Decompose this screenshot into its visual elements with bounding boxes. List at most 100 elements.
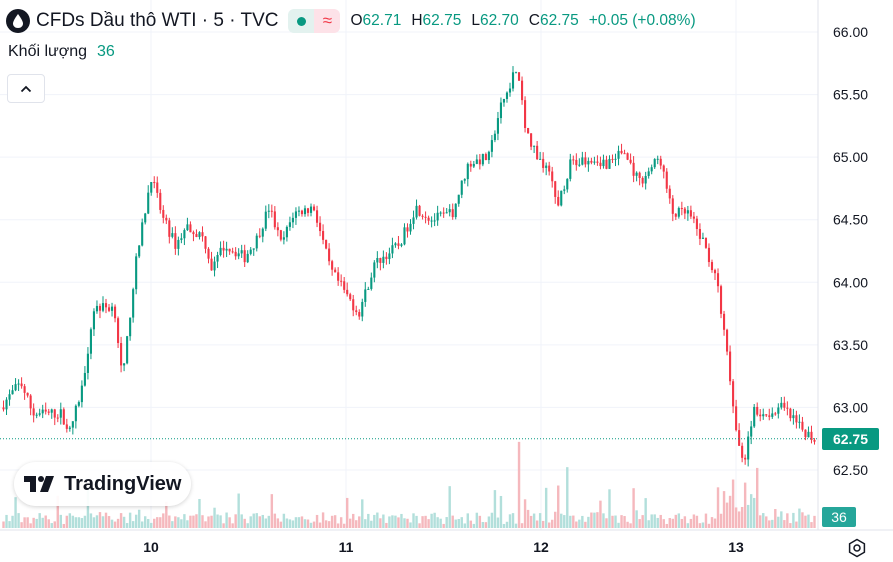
volume-bar [26, 517, 29, 528]
candle-body [668, 188, 671, 199]
volume-bar [737, 511, 741, 528]
volume-bar [168, 515, 171, 528]
candle-body [41, 409, 44, 414]
volume-bar [364, 519, 367, 528]
price-tick-label: 64.50 [833, 212, 868, 228]
candle-body [493, 133, 496, 141]
time-tick-label: 13 [728, 539, 744, 555]
volume-bar [644, 498, 647, 528]
candle-body [83, 372, 86, 386]
volume-bar [550, 519, 554, 528]
candle-body [647, 171, 650, 176]
volume-bar [89, 513, 93, 528]
volume-bar [294, 517, 298, 528]
volume-bar [566, 467, 569, 528]
candle-body [801, 421, 804, 430]
volume-bar [768, 520, 771, 528]
candle-body [255, 235, 258, 249]
volume-bar [65, 515, 69, 528]
candle-body [536, 145, 539, 160]
volume-bar [505, 521, 509, 528]
candle-body [50, 409, 53, 413]
volume-bar [514, 523, 518, 528]
candle-body [524, 100, 527, 129]
volume-bar [29, 523, 32, 528]
price-scale[interactable]: 66.00 65.50 65.00 64.50 64.00 63.50 63.00 62.50 [833, 24, 868, 478]
gear-icon[interactable] [846, 537, 868, 559]
volume-bar [581, 515, 584, 528]
volume-bar [710, 517, 714, 528]
market-status-badge[interactable]: ≈ [288, 9, 341, 33]
volume-bar [53, 521, 56, 528]
candle-body [2, 407, 5, 410]
collapse-legend-button[interactable] [7, 74, 45, 103]
candle-body [285, 226, 288, 238]
candle-body [228, 248, 231, 252]
candle-body [692, 216, 695, 219]
volume-bar [5, 514, 8, 528]
tradingview-logo[interactable]: TradingView [14, 462, 192, 506]
volume-bar [110, 519, 114, 528]
volume-bar [352, 513, 355, 528]
candle-body [683, 208, 686, 214]
candle-body [144, 213, 147, 223]
candle-body [294, 211, 297, 218]
volume-bar [765, 516, 768, 528]
candle-body [427, 217, 430, 221]
candle-body [439, 212, 442, 214]
candle-body [114, 306, 117, 319]
candle-body [521, 80, 524, 101]
volume-bar [180, 519, 183, 528]
price-change: +0.05 (+0.08%) [588, 12, 696, 29]
volume-bar [77, 517, 81, 528]
volume-bar [499, 495, 503, 528]
candle-body [659, 158, 662, 166]
candle-body [29, 395, 32, 409]
volume-bar [116, 518, 120, 528]
volume-bar [746, 504, 750, 528]
volume-bar [98, 512, 102, 528]
volume-legend[interactable]: Khối lượng 36 [8, 43, 115, 61]
candle-body [804, 429, 807, 438]
candle-body [554, 181, 557, 197]
candle-body [726, 329, 729, 352]
volume-bar [662, 519, 665, 528]
volume-bar [20, 522, 23, 528]
candle-body [38, 413, 41, 415]
candle-body [222, 247, 225, 251]
volume-bar [502, 523, 506, 528]
candle-body [56, 417, 59, 419]
volume-bar [683, 516, 687, 528]
candle-body [795, 415, 798, 423]
volume-bar [415, 515, 418, 528]
candle-body [409, 223, 412, 232]
candle-body [611, 158, 614, 160]
volume-bar [810, 522, 813, 528]
candle-body [747, 436, 750, 460]
volume-bar [41, 517, 44, 528]
volume-bar [165, 501, 168, 528]
candle-body [644, 175, 647, 184]
volume-bar [62, 523, 66, 528]
volume-bar [650, 514, 653, 528]
price-tick-label: 66.00 [833, 24, 868, 40]
volume-bar [620, 515, 623, 528]
candle-body [32, 408, 35, 416]
volume-bar [125, 523, 129, 528]
candle-body [101, 303, 105, 311]
candle-body [632, 162, 635, 176]
candle-body [249, 249, 252, 254]
time-scale[interactable]: 10 11 12 13 [143, 539, 744, 555]
volume-bar [541, 520, 545, 528]
volume-bar [23, 517, 26, 528]
volume-bar [448, 486, 451, 528]
candle-body [358, 312, 361, 317]
volume-bar [273, 513, 277, 528]
symbol-title[interactable]: CFDs Dầu thô WTI · 5 · TVC [36, 10, 279, 31]
volume-bar [122, 516, 126, 528]
price-tick-label: 65.00 [833, 149, 868, 165]
candle-body [650, 167, 653, 172]
candle-body [400, 244, 403, 246]
candle-body [312, 206, 316, 211]
